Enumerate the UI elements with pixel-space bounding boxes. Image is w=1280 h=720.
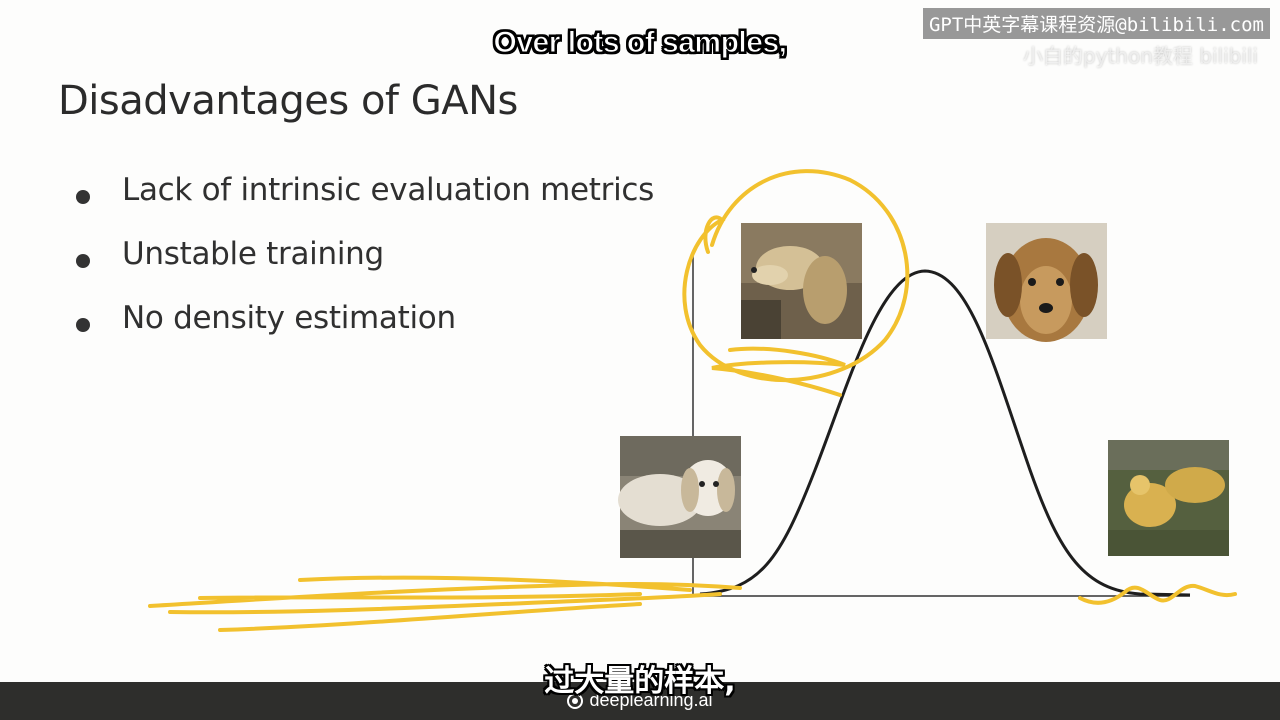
- yellow-annotations: [148, 169, 1237, 632]
- distribution-curve: [699, 269, 1191, 597]
- bullet-dot-icon: [76, 190, 90, 204]
- english-subtitle: Over lots of samples,: [493, 26, 787, 60]
- dogs-running-on-grass-photo: [1108, 440, 1229, 556]
- bullet-text: Unstable training: [122, 236, 384, 272]
- footer-bar: deeplearning.ai: [0, 682, 1280, 720]
- bullet-item: No density estimation: [72, 300, 654, 364]
- golden-retriever-profile-photo: [741, 223, 862, 339]
- distribution-figure: [148, 169, 1237, 632]
- bullet-text: Lack of intrinsic evaluation metrics: [122, 172, 655, 208]
- annotation-left-tail-scribble: [148, 575, 742, 632]
- bullet-dot-icon: [76, 318, 90, 332]
- bullet-text: No density estimation: [122, 300, 456, 336]
- deeplearning-logo-icon: [567, 693, 584, 709]
- chinese-subtitle: 过大量的样本,: [544, 664, 736, 699]
- dog-lying-on-couch-photo: [618, 436, 741, 558]
- watermark: GPT中英字幕课程资源@bilibili.com: [922, 8, 1270, 39]
- annotation-underline-scribble: [711, 346, 846, 397]
- bullet-item: Lack of intrinsic evaluation metrics: [72, 172, 654, 236]
- bullet-item: Unstable training: [72, 236, 654, 300]
- annotation-circle: [682, 169, 910, 382]
- brand: deeplearning.ai: [0, 690, 1280, 711]
- slide-title: Disadvantages of GANs: [58, 78, 518, 124]
- brand-name: deeplearning.ai: [589, 690, 713, 710]
- slide: Disadvantages of GANs Lack of intrinsic …: [58, 78, 1237, 632]
- golden-retriever-front-photo: [986, 223, 1107, 342]
- bullet-dot-icon: [76, 254, 90, 268]
- bullet-list: Lack of intrinsic evaluation metrics Uns…: [72, 172, 654, 364]
- secondary-watermark: 小白的python教程 bilibili: [1022, 44, 1258, 68]
- annotation-right-tail-scribble: [1078, 583, 1237, 605]
